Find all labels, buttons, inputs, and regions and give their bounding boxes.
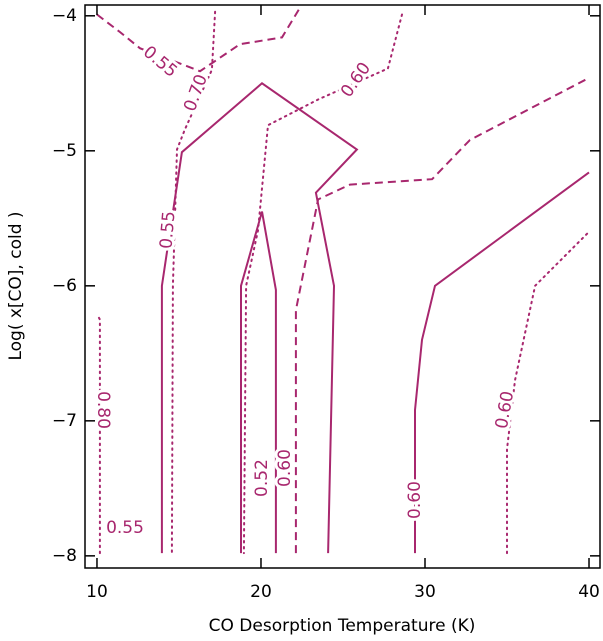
x-tick-label: 20 <box>250 582 272 602</box>
y-tick-label: −7 <box>52 411 77 431</box>
contour-label: 0.60 <box>337 59 375 101</box>
x-tick-label: 30 <box>414 582 436 602</box>
contour-line <box>160 82 359 554</box>
contour-label: 0.55 <box>139 42 181 82</box>
contour-line <box>414 171 590 554</box>
x-tick-label: 40 <box>578 582 600 602</box>
contour-line <box>170 10 217 555</box>
y-axis-label: Log( x[CO], cold ) <box>6 211 26 360</box>
contour-label: 0.55 <box>156 210 179 249</box>
y-tick-label: −4 <box>52 6 77 26</box>
contour-label: 0.60 <box>405 481 425 519</box>
x-axis-label: CO Desorption Temperature (K) <box>209 616 476 636</box>
contour-line <box>506 230 590 555</box>
contour-label: 0.60 <box>275 449 295 487</box>
contour-label: 0.60 <box>492 390 518 431</box>
contour-line <box>96 313 101 555</box>
y-tick-label: −5 <box>52 141 77 161</box>
contour-line <box>240 211 277 554</box>
y-tick-label: −8 <box>52 546 77 566</box>
contour-label: 0.52 <box>252 459 272 497</box>
contour-label: 0.55 <box>106 518 144 538</box>
contour-line <box>294 77 590 554</box>
contour-label: 0.80 <box>93 391 113 429</box>
contour-line <box>96 7 301 73</box>
contour-label: 0.70 <box>180 72 212 114</box>
y-tick-label: −6 <box>52 276 77 296</box>
x-tick-label: 10 <box>86 582 108 602</box>
contour-line <box>242 13 403 555</box>
